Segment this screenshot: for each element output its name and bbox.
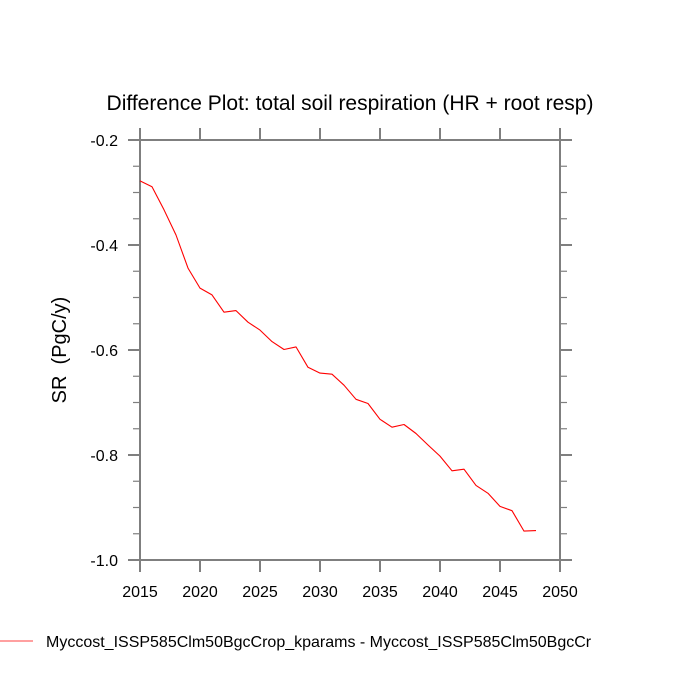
- y-tick-label: -0.8: [90, 448, 118, 465]
- axis-ticks: [128, 128, 572, 572]
- x-tick-label: 2020: [182, 584, 218, 601]
- data-point: [452, 470, 453, 471]
- data-point: [320, 373, 321, 374]
- data-point: [308, 367, 309, 368]
- y-tick-label: -0.4: [90, 238, 118, 255]
- data-point: [296, 346, 297, 347]
- x-tick-label: 2035: [362, 584, 398, 601]
- data-point: [524, 531, 525, 532]
- data-point: [236, 310, 237, 311]
- data-point: [164, 209, 165, 210]
- y-tick-labels: -0.2 -0.4 -0.6 -0.8 -1.0: [90, 133, 118, 570]
- y-tick-label: -0.2: [90, 133, 118, 150]
- chart-title: Difference Plot: total soil respiration …: [107, 92, 594, 115]
- y-tick-label: -1.0: [90, 553, 118, 570]
- data-point: [224, 312, 225, 313]
- data-point: [476, 485, 477, 486]
- data-point: [392, 427, 393, 428]
- x-tick-label: 2015: [122, 584, 158, 601]
- data-point: [380, 419, 381, 420]
- x-tick-label: 2040: [422, 584, 458, 601]
- x-tick-label: 2050: [542, 584, 578, 601]
- data-point: [248, 322, 249, 323]
- data-point: [188, 268, 189, 269]
- legend: Myccost_ISSP585Clm50BgcCrop_kparams - My…: [0, 634, 592, 651]
- plot-frame: [139, 139, 561, 561]
- x-tick-labels: 2015 2020 2025 2030 2035 2040 2045 2050: [122, 584, 578, 601]
- data-point: [488, 493, 489, 494]
- y-tick-label: -0.6: [90, 343, 118, 360]
- data-point: [260, 330, 261, 331]
- data-point: [464, 469, 465, 470]
- series-group: [139, 180, 537, 532]
- data-point: [152, 186, 153, 187]
- data-point: [512, 510, 513, 511]
- data-point: [416, 433, 417, 434]
- data-point: [344, 385, 345, 386]
- data-point: [284, 349, 285, 350]
- data-point: [200, 288, 201, 289]
- x-tick-label: 2030: [302, 584, 338, 601]
- data-point: [368, 403, 369, 404]
- data-point: [212, 294, 213, 295]
- data-point: [428, 445, 429, 446]
- data-point: [176, 235, 177, 236]
- data-point: [272, 341, 273, 342]
- x-tick-label: 2045: [482, 584, 518, 601]
- legend-entry: Myccost_ISSP585Clm50BgcCrop_kparams - My…: [46, 634, 592, 651]
- data-point: [140, 180, 141, 181]
- data-point: [332, 374, 333, 375]
- data-point: [404, 424, 405, 425]
- data-point: [440, 456, 441, 457]
- data-point: [356, 399, 357, 400]
- y-axis-label: SR (PgC/y): [49, 297, 71, 404]
- data-point: [536, 530, 537, 531]
- x-tick-label: 2025: [242, 584, 278, 601]
- series-line: [139, 180, 537, 532]
- data-point: [500, 506, 501, 507]
